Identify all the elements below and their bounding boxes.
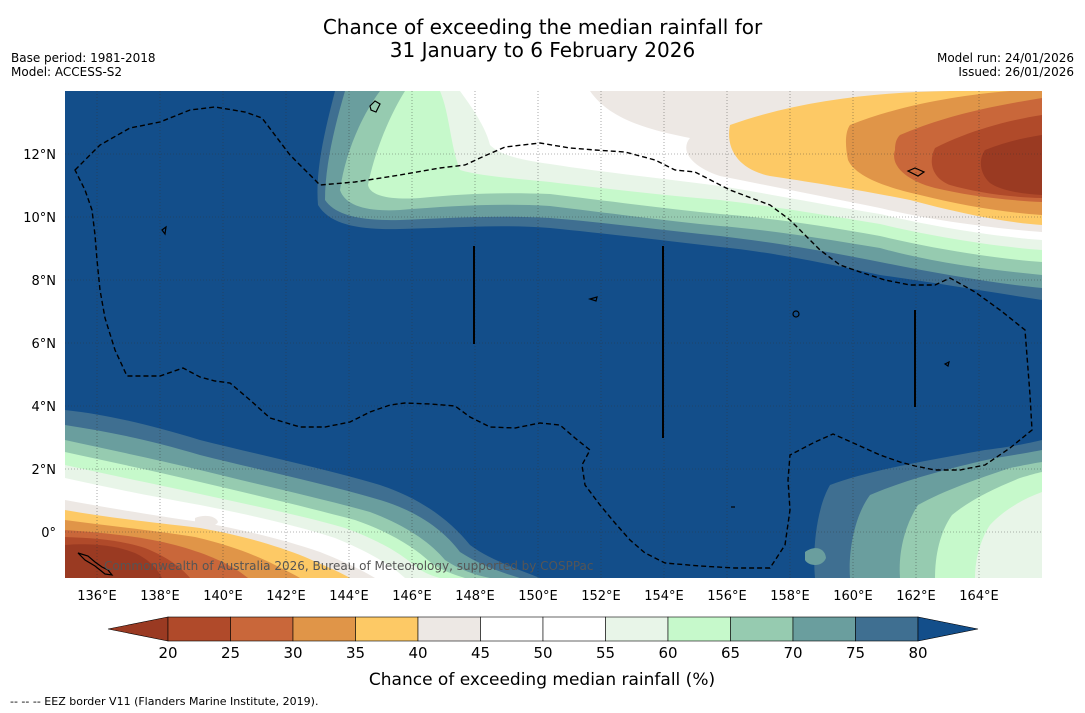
lon-label: 156°E <box>707 589 747 604</box>
colorbar-tick-label: 80 <box>908 644 927 662</box>
lon-label: 158°E <box>770 589 810 604</box>
model-run-text: Model run: 24/01/2026 <box>936 51 1074 65</box>
colorbar-tick-label: 70 <box>783 644 802 662</box>
map-title-line1: Chance of exceeding the median rainfall … <box>322 15 763 39</box>
eez-border <box>74 106 1033 569</box>
colorbar-segment <box>230 616 294 642</box>
colorbar-tick-label: 50 <box>533 644 552 662</box>
lon-label: 138°E <box>140 589 180 604</box>
issued-text: Issued: 26/01/2026 <box>958 65 1074 79</box>
lat-label: 6°N <box>32 337 57 352</box>
colorbar-tick-label: 60 <box>658 644 677 662</box>
colorbar-over-arrow <box>917 616 979 642</box>
colorbar-tick-label: 25 <box>221 644 240 662</box>
rainfall-probability-field: Commonwealth of Australia 2026, Bureau o… <box>65 91 1042 578</box>
lon-label: 164°E <box>959 589 999 604</box>
copyright-text: Commonwealth of Australia 2026, Bureau o… <box>104 559 594 573</box>
colorbar-segment <box>605 616 669 642</box>
island-chain-lines <box>473 246 916 438</box>
colorbar-tick-label: 45 <box>471 644 490 662</box>
colorbar-tick-label: 55 <box>596 644 615 662</box>
lat-label: 10°N <box>23 211 56 226</box>
colorbar-label: Chance of exceeding median rainfall (%) <box>369 670 715 690</box>
model-text: Model: ACCESS-S2 <box>11 65 123 79</box>
colorbar-segment <box>667 616 731 642</box>
lon-label: 160°E <box>833 589 873 604</box>
lat-label: 8°N <box>32 274 57 289</box>
colorbar-tick-label: 75 <box>846 644 865 662</box>
lon-label: 152°E <box>581 589 621 604</box>
colorbar-tick-label: 35 <box>346 644 365 662</box>
lon-label: 150°E <box>518 589 558 604</box>
colorbar-segment <box>855 616 919 642</box>
colorbar-segment <box>355 616 419 642</box>
patch-45-central <box>195 515 218 527</box>
latitude-labels: 12°N 10°N 8°N 6°N 4°N 2°N 0° <box>23 148 56 541</box>
lon-label: 142°E <box>266 589 306 604</box>
colorbar <box>107 616 979 642</box>
lat-label: 12°N <box>23 148 56 163</box>
lat-label: 2°N <box>32 463 57 478</box>
lon-label: 154°E <box>644 589 684 604</box>
colorbar-segment <box>542 616 606 642</box>
colorbar-tick-label: 65 <box>721 644 740 662</box>
map-title-line2: 31 January to 6 February 2026 <box>389 38 696 62</box>
longitude-labels: 136°E 138°E 140°E 142°E 144°E 146°E 148°E 150°E… <box>77 589 999 604</box>
southeast-band-55 <box>975 492 1042 578</box>
lon-label: 140°E <box>203 589 243 604</box>
patch-70-east <box>805 548 826 565</box>
southwest-band-20 <box>65 544 162 578</box>
colorbar-segment <box>792 616 856 642</box>
colorbar-segment <box>730 616 794 642</box>
colorbar-tick-label: 20 <box>158 644 177 662</box>
lat-label: 0° <box>41 526 56 541</box>
lon-label: 148°E <box>455 589 495 604</box>
colorbar-segment <box>417 616 481 642</box>
colorbar-segment <box>167 616 231 642</box>
lon-label: 162°E <box>896 589 936 604</box>
lon-label: 144°E <box>329 589 369 604</box>
island-outlines <box>77 100 950 576</box>
colorbar-segment <box>480 616 544 642</box>
base-period-text: Base period: 1981-2018 <box>11 51 156 65</box>
lon-label: 136°E <box>77 589 117 604</box>
lon-label: 146°E <box>392 589 432 604</box>
colorbar-tick-label: 40 <box>408 644 427 662</box>
north-band-20 <box>980 135 1042 195</box>
colorbar-tick-label: 30 <box>283 644 302 662</box>
colorbar-ticks: 20 25 30 35 40 45 50 55 60 65 70 75 80 <box>158 644 927 662</box>
lat-label: 4°N <box>32 400 57 415</box>
eez-footnote: -- -- -- EEZ border V11 (Flanders Marine… <box>10 695 319 708</box>
colorbar-segment <box>292 616 356 642</box>
colorbar-under-arrow <box>107 616 169 642</box>
